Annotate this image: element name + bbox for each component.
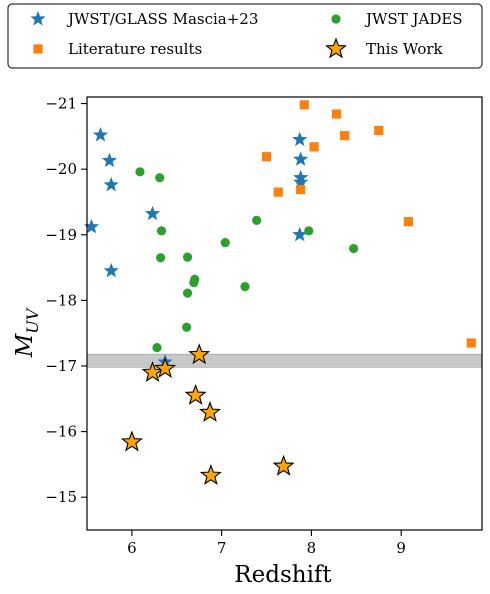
- y-axis-ticks: −21 −20 −19 −18 −17 −16 −15: [45, 95, 87, 506]
- legend: JWST/GLASS Mascia+23 Literature results …: [7, 3, 483, 69]
- legend-entry-mascia: JWST/GLASS Mascia+23: [30, 10, 258, 28]
- legend-marker-mascia: [30, 11, 46, 26]
- data-point-literature: [403, 217, 413, 227]
- legend-entry-jades: JWST JADES: [331, 10, 463, 28]
- data-point-this-work: [154, 357, 177, 378]
- data-point-literature: [331, 109, 342, 119]
- legend-marker-literature: [33, 44, 43, 54]
- legend-label-literature: Literature results: [68, 40, 202, 58]
- legend-symbol-mascia: [30, 11, 46, 26]
- data-point-literature: [374, 125, 384, 136]
- y-tick-label: −16: [45, 423, 77, 441]
- data-point-literature: [466, 338, 476, 348]
- data-point-mascia: [101, 152, 118, 168]
- data-point-this-work: [272, 454, 295, 476]
- y-tick-label: −17: [45, 357, 77, 375]
- legend-entry-this-work: This Work: [324, 37, 444, 59]
- data-point-jades: [252, 215, 262, 225]
- data-point-literature: [273, 187, 283, 197]
- shaded-band: [86, 353, 483, 368]
- data-point-jades: [182, 322, 192, 332]
- y-tick-label: −21: [45, 95, 77, 113]
- y-tick-label: −15: [45, 488, 77, 506]
- data-point-jades: [182, 252, 193, 262]
- data-point-mascia: [103, 176, 119, 192]
- x-axis-ticks: 6 7 8 9: [127, 530, 406, 557]
- y-tick-label: −20: [45, 160, 77, 178]
- x-tick-label: 6: [127, 539, 137, 557]
- data-point-literature: [296, 184, 306, 195]
- svg-text:MUV: MUV: [12, 307, 42, 358]
- data-point-mascia: [144, 205, 161, 221]
- data-point-this-work: [199, 463, 222, 485]
- series-jades: [135, 167, 359, 353]
- x-tick-label: 8: [307, 539, 317, 557]
- legend-marker-this-work: [324, 37, 348, 59]
- data-point-mascia: [92, 127, 109, 142]
- data-point-mascia: [292, 226, 308, 242]
- y-axis-label-sub: UV: [23, 307, 42, 333]
- data-point-mascia: [293, 151, 309, 166]
- legend-label-this-work: This Work: [366, 40, 444, 58]
- series-literature: [261, 100, 476, 348]
- legend-label-jades: JWST JADES: [364, 10, 463, 28]
- data-point-jades: [220, 238, 230, 248]
- data-point-mascia: [83, 218, 100, 234]
- data-point-jades: [156, 226, 167, 236]
- data-point-this-work: [198, 401, 221, 422]
- data-point-jades: [182, 288, 193, 298]
- legend-entry-literature: Literature results: [33, 40, 202, 58]
- plot-frame: [86, 96, 483, 531]
- legend-label-mascia: JWST/GLASS Mascia+23: [66, 10, 258, 28]
- y-axis-label: MUV: [12, 307, 42, 358]
- legend-symbol-literature: [33, 44, 43, 54]
- x-tick-label: 7: [217, 539, 227, 557]
- data-point-mascia: [292, 131, 308, 147]
- x-tick-label: 9: [396, 539, 406, 557]
- data-point-mascia: [293, 174, 309, 189]
- legend-symbol-this-work: [324, 37, 348, 59]
- data-point-jades: [135, 167, 145, 177]
- data-point-mascia: [103, 262, 119, 278]
- x-axis-label: Redshift: [234, 562, 332, 588]
- data-point-this-work: [188, 343, 211, 365]
- legend-frame: [7, 3, 483, 69]
- data-point-jades: [304, 226, 314, 236]
- data-point-jades: [152, 343, 162, 353]
- data-point-this-work: [184, 383, 207, 405]
- data-point-literature: [299, 100, 309, 110]
- y-tick-label: −19: [45, 226, 77, 244]
- y-axis-label-main: M: [12, 332, 38, 358]
- data-point-jades: [156, 253, 166, 263]
- data-series-layer: [83, 100, 476, 485]
- data-point-this-work: [120, 430, 143, 452]
- data-point-literature: [340, 131, 350, 141]
- data-point-jades: [240, 282, 250, 292]
- data-point-literature: [261, 152, 272, 162]
- series-this-work: [120, 343, 295, 485]
- data-point-jades: [189, 278, 199, 288]
- data-point-literature: [309, 142, 319, 152]
- y-tick-label: −18: [45, 291, 77, 309]
- data-point-jades: [349, 243, 359, 254]
- data-point-jades: [155, 173, 165, 183]
- legend-symbol-jades: [331, 14, 341, 24]
- series-mascia: [83, 127, 309, 369]
- legend-marker-jades: [331, 14, 341, 24]
